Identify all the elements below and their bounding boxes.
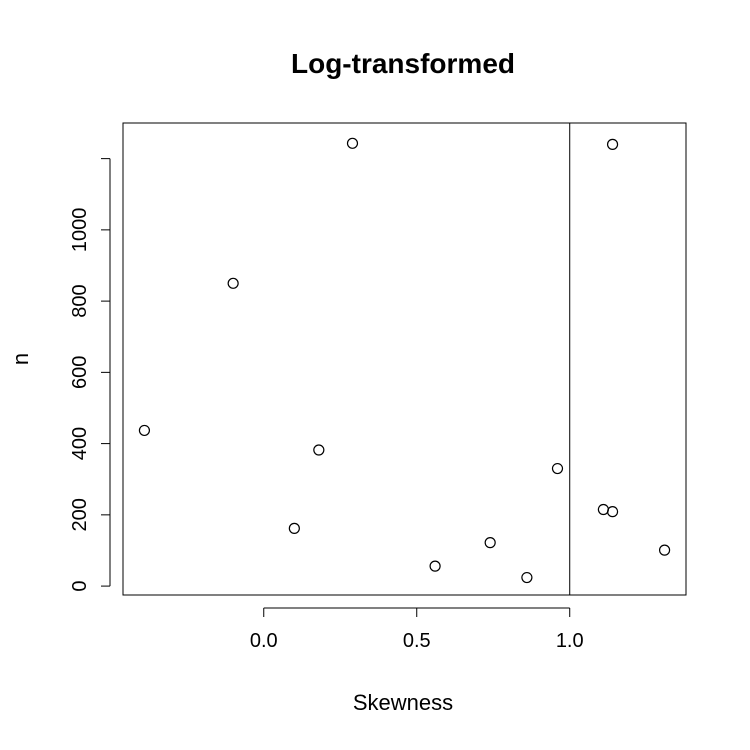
plot-frame bbox=[122, 122, 687, 596]
y-tick-label: 600 bbox=[69, 356, 91, 389]
data-point bbox=[521, 571, 533, 584]
data-point bbox=[288, 522, 300, 534]
data-point bbox=[597, 503, 609, 516]
data-point bbox=[313, 444, 325, 456]
x-tick-label: 1.0 bbox=[556, 630, 584, 652]
data-point bbox=[227, 277, 239, 289]
data-point bbox=[551, 462, 564, 475]
data-point bbox=[346, 137, 359, 149]
y-tick-label: 400 bbox=[69, 427, 91, 460]
y-tick-label: 0 bbox=[69, 581, 91, 592]
y-tick-label: 800 bbox=[69, 284, 91, 317]
data-point bbox=[658, 544, 671, 556]
data-point bbox=[606, 138, 619, 150]
data-point bbox=[606, 506, 619, 518]
y-tick-label: 1000 bbox=[69, 208, 91, 253]
data-point bbox=[484, 537, 496, 549]
chart-marks: 0.0 0.5 1.0 0 200 400 600 800 1000 bbox=[69, 123, 671, 652]
data-point bbox=[138, 424, 151, 437]
data-point bbox=[429, 560, 441, 572]
x-tick-label: 0.5 bbox=[403, 630, 431, 652]
x-axis-label: Skewness bbox=[353, 690, 453, 715]
chart-title: Log-transformed bbox=[291, 48, 515, 79]
y-axis-label: n bbox=[8, 353, 33, 365]
x-tick-label: 0.0 bbox=[250, 630, 278, 652]
y-tick-label: 200 bbox=[69, 498, 91, 531]
